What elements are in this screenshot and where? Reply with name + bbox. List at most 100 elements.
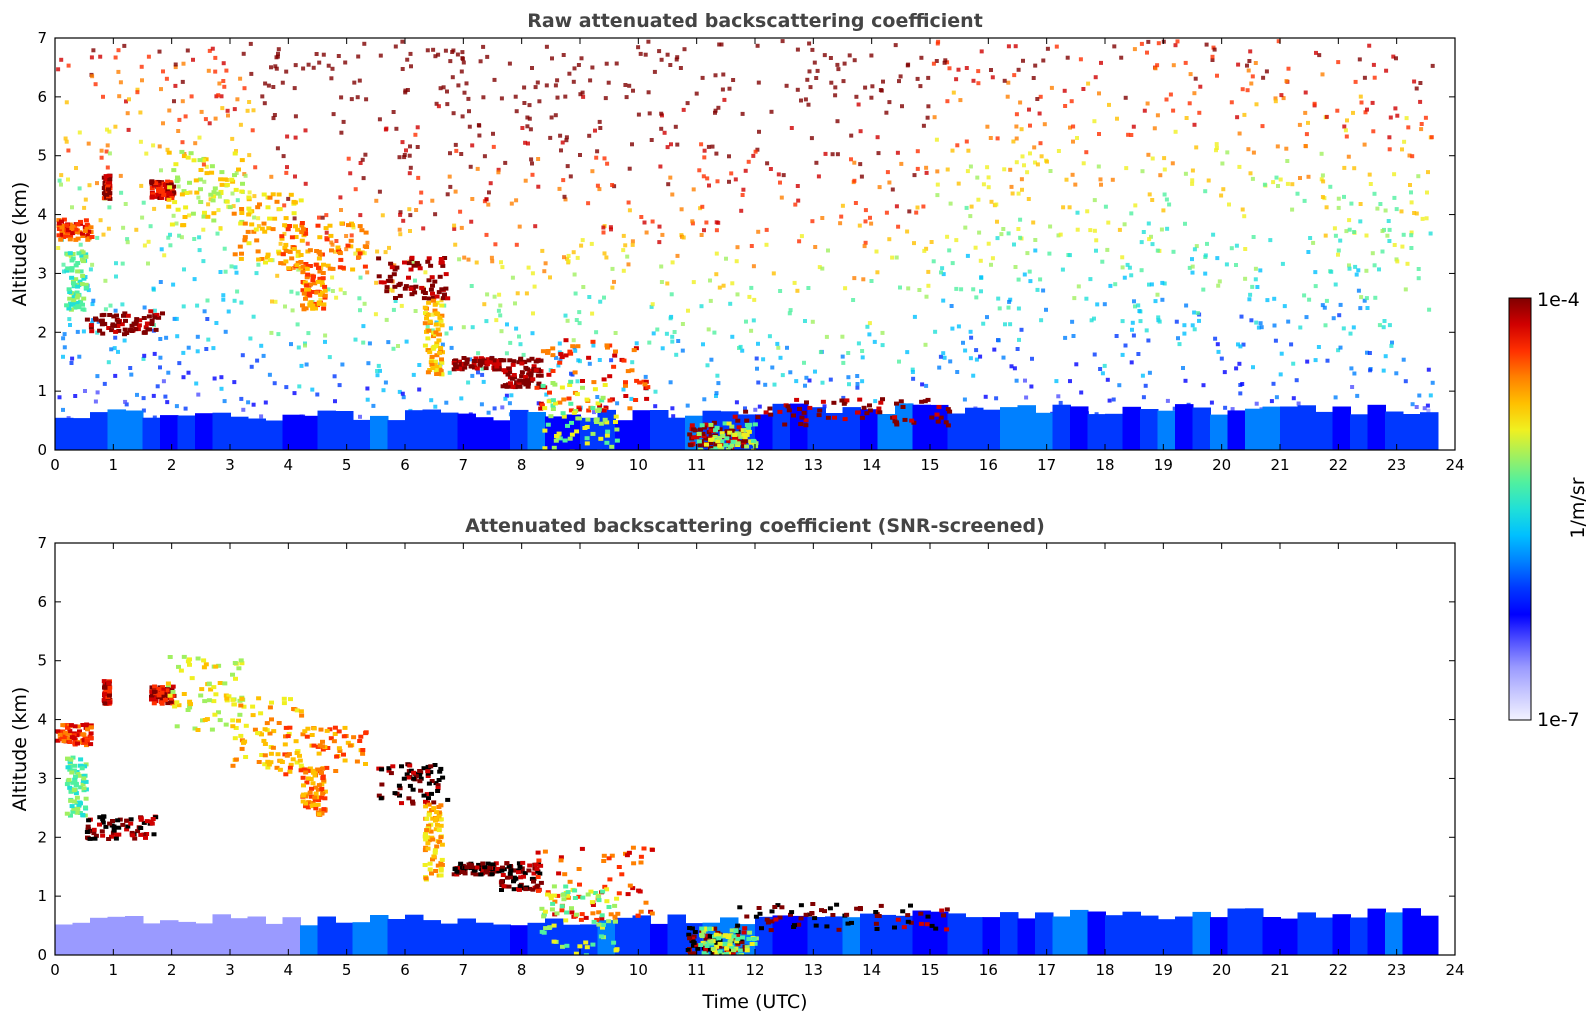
noise-cell xyxy=(317,60,322,65)
cloud-cell xyxy=(481,360,487,365)
cloud-cell xyxy=(153,696,159,701)
noise-cell xyxy=(135,87,140,92)
cloud-cell xyxy=(378,280,384,285)
cloud-cell xyxy=(67,296,73,301)
noise-cell xyxy=(1047,251,1052,256)
cloud-cell xyxy=(314,249,320,253)
noise-cell xyxy=(1274,175,1279,180)
noise-cell xyxy=(468,357,473,362)
noise-cell xyxy=(158,280,163,284)
noise-cell xyxy=(846,351,851,355)
noise-cell xyxy=(1243,276,1248,281)
cloud-cell xyxy=(573,951,579,955)
cloud-cell xyxy=(197,177,203,182)
cloud-cell xyxy=(167,655,173,659)
noise-cell xyxy=(544,392,549,397)
cloud-cell xyxy=(773,917,779,922)
noise-cell xyxy=(251,108,256,113)
cloud-cell xyxy=(306,292,311,297)
noise-cell xyxy=(475,166,480,171)
noise-cell xyxy=(1412,211,1417,215)
cloud-cell xyxy=(436,332,442,337)
noise-cell xyxy=(896,224,901,229)
cloud-cell xyxy=(68,798,74,803)
cloud-cell xyxy=(159,696,165,701)
cloud-cell xyxy=(285,734,291,739)
noise-cell xyxy=(522,101,527,105)
noise-cell xyxy=(459,396,464,401)
noise-cell xyxy=(575,379,580,384)
cloud-cell xyxy=(528,371,534,376)
noise-cell xyxy=(894,204,899,209)
noise-cell xyxy=(1142,108,1147,113)
boundary-layer-cell xyxy=(772,403,791,450)
cloud-cell xyxy=(689,423,695,428)
cloud-cell xyxy=(300,775,306,780)
noise-cell xyxy=(274,66,279,71)
boundary-layer-cell xyxy=(212,412,231,450)
cloud-cell xyxy=(298,198,304,203)
noise-cell xyxy=(659,264,664,269)
noise-cell xyxy=(192,237,197,241)
noise-cell xyxy=(462,255,467,260)
noise-cell xyxy=(235,289,240,294)
noise-cell xyxy=(212,376,217,381)
noise-cell xyxy=(1271,381,1276,386)
noise-cell xyxy=(1414,86,1419,91)
cloud-cell xyxy=(162,183,168,187)
noise-cell xyxy=(660,346,665,351)
cloud-cell xyxy=(425,774,431,778)
noise-cell xyxy=(1013,44,1018,49)
noise-cell xyxy=(1006,80,1011,85)
noise-cell xyxy=(361,340,366,345)
noise-cell xyxy=(1338,345,1343,350)
cloud-cell xyxy=(453,358,459,363)
boundary-layer-cell xyxy=(1122,911,1141,955)
noise-cell xyxy=(176,184,181,189)
cloud-cell xyxy=(756,906,762,910)
cloud-cell xyxy=(308,794,314,799)
cloud-cell xyxy=(316,249,322,254)
noise-cell xyxy=(562,255,566,260)
noise-cell xyxy=(739,208,744,213)
noise-cell xyxy=(1030,356,1034,361)
cloud-cell xyxy=(316,751,322,756)
cloud-cell xyxy=(63,736,69,740)
noise-cell xyxy=(1354,272,1359,277)
cloud-cell xyxy=(471,868,477,873)
noise-cell xyxy=(878,88,883,92)
noise-cell xyxy=(945,167,950,172)
cloud-cell xyxy=(519,380,525,385)
cloud-cell xyxy=(421,793,427,798)
cloud-cell xyxy=(71,298,77,303)
noise-cell xyxy=(771,271,776,276)
cloud-cell xyxy=(198,168,204,172)
noise-cell xyxy=(1072,296,1077,301)
noise-cell xyxy=(152,351,157,356)
cloud-cell xyxy=(550,403,556,408)
noise-cell xyxy=(530,66,534,70)
noise-cell xyxy=(1381,325,1386,330)
cloud-cell xyxy=(252,727,258,732)
y-tick-label: 1 xyxy=(37,382,47,400)
cloud-cell xyxy=(798,903,804,908)
noise-cell xyxy=(592,410,596,415)
noise-cell xyxy=(1382,319,1387,323)
noise-cell xyxy=(1276,39,1281,44)
cloud-cell xyxy=(699,423,705,428)
noise-cell xyxy=(1141,230,1146,234)
noise-cell xyxy=(657,240,662,245)
cloud-cell xyxy=(107,821,113,826)
noise-cell xyxy=(1063,104,1068,108)
cloud-cell xyxy=(902,417,908,422)
noise-cell xyxy=(843,286,848,291)
noise-cell xyxy=(983,394,988,399)
noise-cell xyxy=(676,339,681,343)
noise-cell xyxy=(955,370,960,374)
cloud-cell xyxy=(78,299,84,304)
noise-cell xyxy=(1265,298,1270,303)
cloud-cell xyxy=(534,867,540,871)
cloud-cell xyxy=(230,718,236,723)
boundary-layer-cell xyxy=(282,917,301,955)
cloud-cell xyxy=(726,439,732,444)
